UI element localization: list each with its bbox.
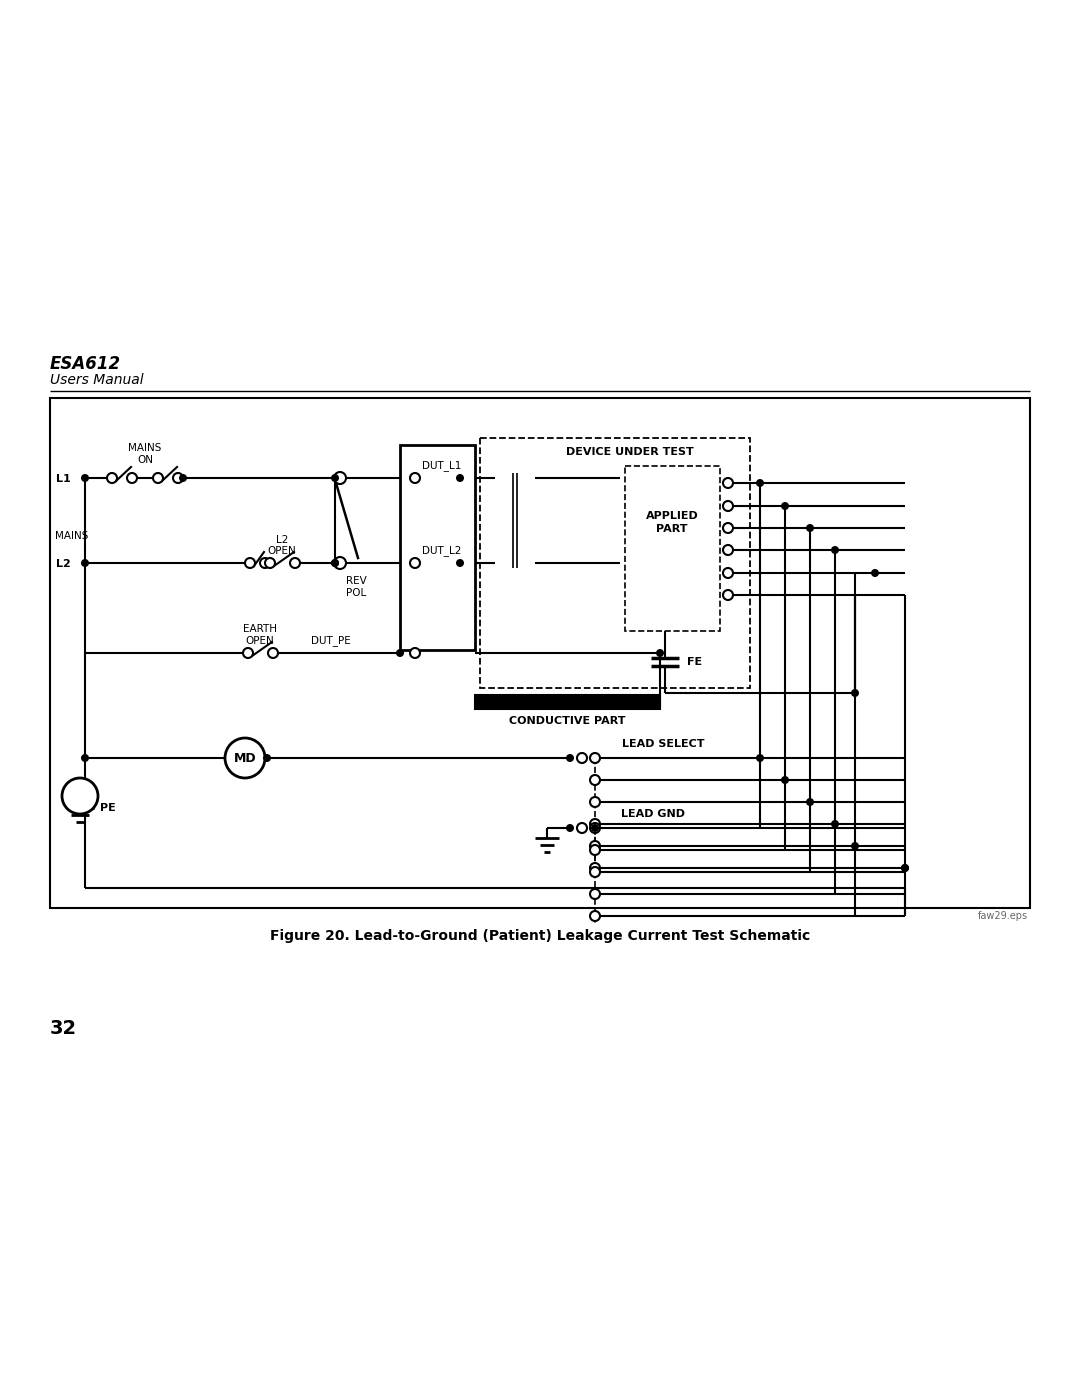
Text: PART: PART <box>657 524 688 534</box>
Text: MAINS: MAINS <box>55 531 89 541</box>
Circle shape <box>590 823 600 833</box>
Circle shape <box>756 479 764 488</box>
Circle shape <box>330 559 339 567</box>
Circle shape <box>566 754 573 761</box>
Text: DEVICE UNDER TEST: DEVICE UNDER TEST <box>566 447 693 457</box>
Circle shape <box>756 754 764 761</box>
Circle shape <box>590 819 600 828</box>
Circle shape <box>334 472 346 483</box>
Text: DUT_L2: DUT_L2 <box>422 546 461 556</box>
Circle shape <box>330 559 339 567</box>
Text: Users Manual: Users Manual <box>50 373 144 387</box>
Circle shape <box>723 502 733 511</box>
Circle shape <box>590 911 600 921</box>
Text: POL: POL <box>346 588 366 598</box>
Circle shape <box>268 648 278 658</box>
Text: LEAD GND: LEAD GND <box>621 809 685 819</box>
Text: faw29.eps: faw29.eps <box>977 911 1028 921</box>
Circle shape <box>410 557 420 569</box>
Circle shape <box>62 778 98 814</box>
Circle shape <box>260 557 270 569</box>
Circle shape <box>456 474 464 482</box>
Circle shape <box>781 502 789 510</box>
Circle shape <box>291 557 300 569</box>
Circle shape <box>245 557 255 569</box>
Circle shape <box>590 845 600 855</box>
Circle shape <box>127 474 137 483</box>
Bar <box>480 439 750 687</box>
Text: L2: L2 <box>56 559 71 569</box>
Text: APPLIED: APPLIED <box>646 511 699 521</box>
Circle shape <box>656 650 664 657</box>
Circle shape <box>851 842 859 849</box>
Text: EARTH: EARTH <box>243 624 276 634</box>
Circle shape <box>806 798 814 806</box>
Text: 32: 32 <box>50 1018 77 1038</box>
Circle shape <box>577 753 588 763</box>
Circle shape <box>410 648 420 658</box>
Text: MD: MD <box>233 752 256 764</box>
Text: ESA612: ESA612 <box>50 355 121 373</box>
Circle shape <box>179 474 187 482</box>
Circle shape <box>723 569 733 578</box>
Text: L1: L1 <box>56 474 71 483</box>
Text: MAINS: MAINS <box>129 443 162 453</box>
Text: CONDUCTIVE PART: CONDUCTIVE PART <box>509 717 625 726</box>
Text: DUT_PE: DUT_PE <box>311 636 351 647</box>
Circle shape <box>806 524 814 532</box>
Circle shape <box>81 754 89 761</box>
Circle shape <box>590 888 600 900</box>
Text: DUT_L1: DUT_L1 <box>422 461 461 471</box>
Text: PE: PE <box>100 803 116 813</box>
Text: OPEN: OPEN <box>245 636 274 645</box>
Circle shape <box>723 590 733 599</box>
Text: ON: ON <box>137 455 153 465</box>
Circle shape <box>723 545 733 555</box>
Circle shape <box>334 557 346 569</box>
Text: LEAD SELECT: LEAD SELECT <box>622 739 704 749</box>
Text: L2: L2 <box>275 535 288 545</box>
Bar <box>625 467 720 631</box>
Circle shape <box>590 841 600 851</box>
Circle shape <box>264 754 271 761</box>
Circle shape <box>396 650 404 657</box>
Circle shape <box>225 738 265 778</box>
Bar <box>50 398 1030 908</box>
Circle shape <box>173 474 183 483</box>
Text: Figure 20. Lead-to-Ground (Patient) Leakage Current Test Schematic: Figure 20. Lead-to-Ground (Patient) Leak… <box>270 929 810 943</box>
Circle shape <box>81 559 89 567</box>
Circle shape <box>456 559 464 567</box>
Circle shape <box>153 474 163 483</box>
Circle shape <box>781 775 789 784</box>
Circle shape <box>870 569 879 577</box>
Circle shape <box>590 775 600 785</box>
Circle shape <box>831 820 839 828</box>
Circle shape <box>851 689 859 697</box>
Bar <box>475 694 660 710</box>
Circle shape <box>590 863 600 873</box>
Circle shape <box>901 863 909 872</box>
Circle shape <box>566 824 573 833</box>
Text: FE: FE <box>687 657 702 666</box>
Circle shape <box>81 474 89 482</box>
Circle shape <box>410 474 420 483</box>
Text: OPEN: OPEN <box>268 546 296 556</box>
Circle shape <box>723 478 733 488</box>
Circle shape <box>723 522 733 534</box>
Circle shape <box>590 868 600 877</box>
Circle shape <box>590 798 600 807</box>
Circle shape <box>590 753 600 763</box>
Circle shape <box>107 474 117 483</box>
Circle shape <box>243 648 253 658</box>
Bar <box>400 446 475 650</box>
Text: REV: REV <box>346 576 366 585</box>
Circle shape <box>901 863 909 872</box>
Circle shape <box>265 557 275 569</box>
Circle shape <box>577 823 588 833</box>
Circle shape <box>330 474 339 482</box>
Circle shape <box>831 546 839 555</box>
Circle shape <box>591 824 599 833</box>
